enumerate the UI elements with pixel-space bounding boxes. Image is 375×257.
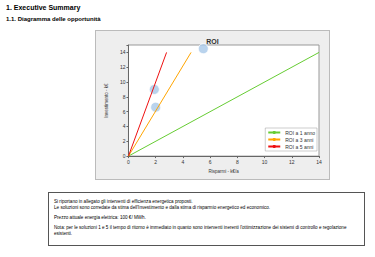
svg-text:12: 12 <box>289 159 295 165</box>
svg-text:ROI a 1 anno: ROI a 1 anno <box>285 130 315 136</box>
svg-text:6: 6 <box>123 109 126 115</box>
svg-text:10: 10 <box>120 79 126 85</box>
html-text:1. Executive Summary: 1. Executive Summary <box>6 4 81 11</box>
svg-text:ROI: ROI <box>206 38 219 45</box>
svg-text:ROI a 3 anni: ROI a 3 anni <box>285 137 313 143</box>
svg-text:8: 8 <box>236 159 239 165</box>
svg-text:Risparmi - k€/a: Risparmi - k€/a <box>209 169 240 174</box>
svg-text:4: 4 <box>182 159 185 165</box>
html-text:Le soluzioni sono corredate da: Le soluzioni sono corredate da stima del… <box>54 205 271 210</box>
svg-text:2: 2 <box>154 159 157 165</box>
svg-text:12: 12 <box>120 64 126 70</box>
svg-text:4: 4 <box>123 123 126 129</box>
html-text:Prezzo attuale energia elettri: Prezzo attuale energia elettrica: 100 €/… <box>54 215 146 220</box>
svg-text:8: 8 <box>123 94 126 100</box>
svg-text:ROI a 5 anni: ROI a 5 anni <box>285 144 313 150</box>
svg-text:2: 2 <box>123 138 126 144</box>
svg-text:Investimento - k€: Investimento - k€ <box>104 83 109 118</box>
svg-text:14: 14 <box>316 159 322 165</box>
svg-text:0: 0 <box>123 153 126 159</box>
svg-text:14: 14 <box>120 49 126 55</box>
svg-text:6: 6 <box>209 159 212 165</box>
html-text:Si riportano in allegato gli i: Si riportano in allegato gli interventi … <box>54 199 193 204</box>
html-text:Nota: per le soluzioni 1 e 5 i: Nota: per le soluzioni 1 e 5 il tempo di… <box>54 225 347 236</box>
svg-text:0: 0 <box>127 159 130 165</box>
html-text:1.1. Diagramma delle opportuni: 1.1. Diagramma delle opportunità <box>6 16 101 22</box>
svg-text:10: 10 <box>262 159 268 165</box>
